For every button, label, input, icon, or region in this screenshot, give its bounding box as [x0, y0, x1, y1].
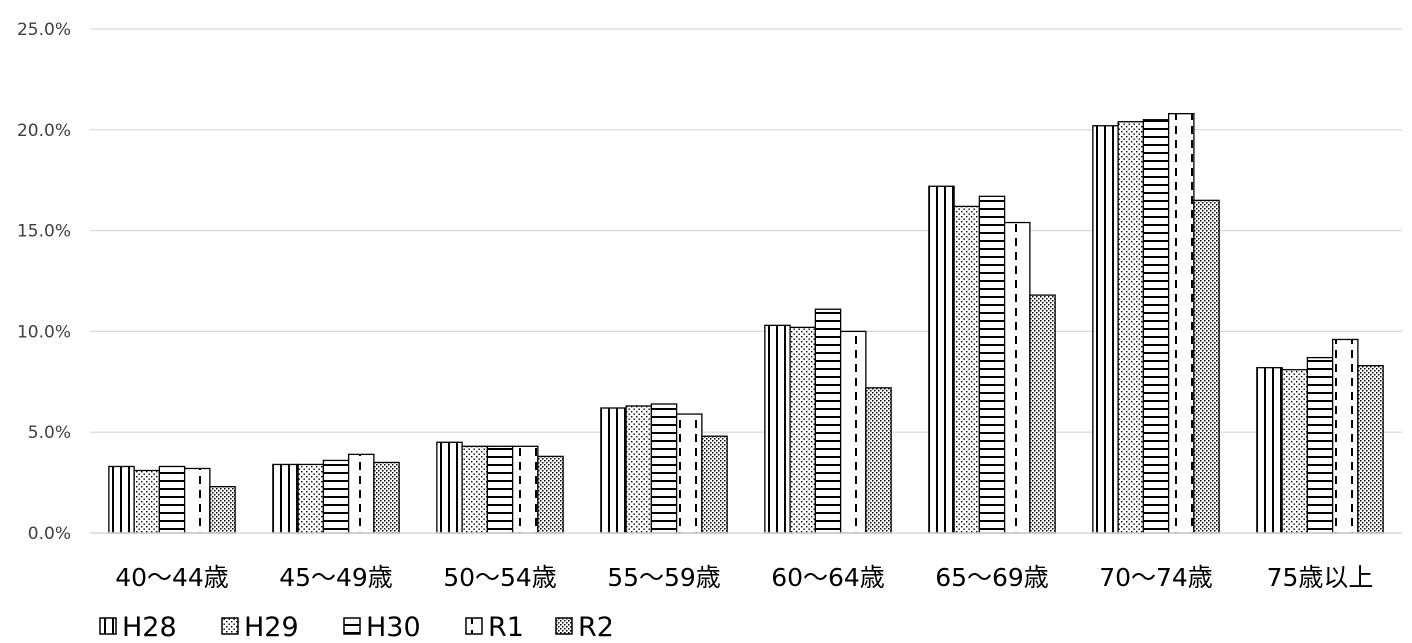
- x-category-label: 45～49歳: [279, 563, 393, 592]
- legend-swatch-h29: [221, 617, 239, 635]
- bar-h28-7: [1256, 367, 1283, 534]
- legend-swatch-r2: [555, 617, 573, 635]
- bar-r2-0: [209, 485, 236, 534]
- legend-swatch-h28: [99, 617, 117, 635]
- bar-h28-2: [436, 441, 463, 534]
- bar-h28-5: [928, 185, 955, 534]
- legend: H28 H29 H30 R1 R2: [99, 612, 614, 643]
- x-category-label: 60～64歳: [771, 563, 885, 592]
- bar-h30-0: [158, 465, 186, 534]
- legend-label-h30: H30: [366, 612, 421, 643]
- legend-swatch-h30: [343, 617, 361, 635]
- bar-r2-4: [865, 387, 892, 534]
- bar-h28-3: [600, 407, 627, 534]
- bar-h29-5: [953, 205, 981, 534]
- legend-label-r1: R1: [488, 612, 524, 643]
- y-tick-label: 25.0%: [17, 20, 71, 40]
- bar-r1-7: [1331, 338, 1359, 534]
- bar-h30-1: [322, 459, 350, 534]
- x-axis-categories: 40～44歳 45～49歳 50～54歳 55～59歳 60～64歳 65～69歳 70～7…: [115, 563, 1373, 592]
- bar-h28-6: [1092, 125, 1119, 534]
- x-category-label: 75歳以上: [1267, 563, 1374, 592]
- x-category-label: 70～74歳: [1099, 563, 1213, 592]
- bar-h29-2: [461, 445, 489, 534]
- bar-r1-4: [839, 330, 867, 534]
- bar-h29-0: [133, 469, 161, 534]
- bar-h30-6: [1142, 119, 1170, 534]
- legend-label-h28: H28: [122, 612, 177, 643]
- y-tick-label: 20.0%: [17, 121, 71, 141]
- x-category-label: 55～59歳: [607, 563, 721, 592]
- bar-h30-4: [814, 308, 842, 534]
- bar-h28-4: [764, 324, 791, 534]
- bars: [108, 113, 1384, 534]
- bar-r1-1: [347, 453, 375, 534]
- y-axis-ticks: 0.0% 5.0% 10.0% 15.0% 20.0% 25.0%: [17, 20, 71, 544]
- bar-h29-3: [625, 405, 653, 534]
- y-tick-label: 10.0%: [17, 322, 71, 342]
- x-category-label: 40～44歳: [115, 563, 229, 592]
- x-category-label: 65～69歳: [935, 563, 1049, 592]
- bar-h28-1: [272, 463, 299, 534]
- bar-h29-7: [1281, 369, 1309, 534]
- x-category-label: 50～54歳: [443, 563, 557, 592]
- bar-r2-7: [1357, 365, 1384, 534]
- bar-r1-6: [1167, 113, 1195, 534]
- bar-r2-5: [1029, 294, 1056, 534]
- bar-r2-6: [1193, 199, 1220, 534]
- legend-swatch-r1: [465, 617, 483, 635]
- bar-h29-6: [1117, 121, 1145, 534]
- bar-h30-5: [978, 195, 1006, 534]
- bar-h30-2: [486, 445, 514, 534]
- bar-r1-2: [511, 445, 539, 534]
- bar-r1-0: [183, 467, 211, 534]
- bar-r2-1: [373, 461, 400, 534]
- y-tick-label: 5.0%: [28, 423, 71, 443]
- bar-h29-4: [789, 326, 817, 534]
- legend-label-r2: R2: [578, 612, 614, 643]
- bar-h29-1: [297, 463, 325, 534]
- bar-r2-2: [537, 455, 564, 534]
- bar-h30-7: [1306, 356, 1334, 534]
- bar-r2-3: [701, 435, 728, 534]
- bar-h30-3: [650, 403, 678, 534]
- bar-r1-5: [1003, 221, 1031, 534]
- legend-label-h29: H29: [244, 612, 299, 643]
- y-tick-label: 0.0%: [28, 524, 71, 544]
- bar-h28-0: [108, 465, 135, 534]
- y-tick-label: 15.0%: [17, 222, 71, 242]
- bar-r1-3: [675, 413, 703, 534]
